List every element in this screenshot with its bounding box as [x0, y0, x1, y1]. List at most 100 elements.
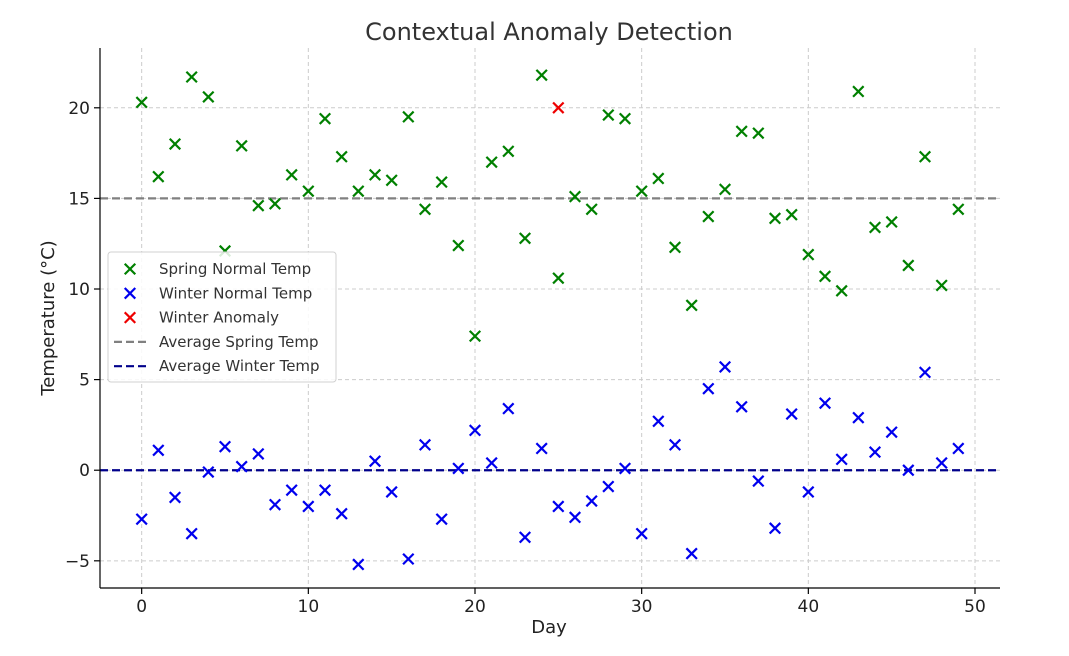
y-tick-label: 20: [68, 99, 90, 119]
point-spring-normal-temp: [552, 272, 565, 285]
point-winter-normal-temp: [418, 438, 432, 451]
x-tick-label: 0: [136, 597, 147, 617]
y-tick-label: −5: [65, 552, 90, 572]
chart-title: Contextual Anomaly Detection: [365, 18, 733, 46]
point-winter-normal-temp: [318, 484, 332, 497]
point-spring-normal-temp: [185, 70, 198, 84]
point-spring-normal-temp: [852, 85, 865, 98]
point-spring-normal-temp: [635, 185, 648, 198]
point-spring-normal-temp: [335, 150, 348, 163]
point-spring-normal-temp: [768, 212, 782, 225]
point-winter-normal-temp: [585, 494, 598, 508]
point-winter-normal-temp: [202, 465, 215, 479]
x-tick-label: 40: [798, 597, 820, 617]
point-spring-normal-temp: [202, 90, 215, 103]
point-spring-normal-temp: [318, 112, 332, 125]
point-winter-normal-temp: [768, 522, 782, 535]
point-winter-normal-temp: [635, 527, 648, 540]
x-tick-label: 30: [631, 597, 653, 617]
y-tick-label: 10: [68, 280, 90, 300]
point-spring-normal-temp: [885, 215, 898, 229]
point-winter-normal-temp: [518, 531, 532, 544]
x-tick-label: 50: [964, 597, 986, 617]
x-tick-label: 10: [298, 597, 320, 617]
point-spring-normal-temp: [268, 197, 282, 210]
point-winter-normal-temp: [368, 455, 382, 468]
point-winter-normal-temp: [452, 462, 465, 475]
point-winter-normal-temp: [685, 547, 698, 560]
point-winter-normal-temp: [218, 440, 232, 453]
point-winter-normal-temp: [468, 424, 482, 437]
legend-label: Average Winter Temp: [159, 357, 320, 375]
point-winter-normal-temp: [135, 513, 148, 526]
point-spring-normal-temp: [685, 299, 698, 312]
legend-item: Spring Normal Temp: [123, 260, 311, 278]
point-spring-normal-temp: [568, 190, 582, 203]
point-winter-normal-temp: [435, 513, 448, 526]
legend-box: [107, 251, 337, 383]
point-spring-normal-temp: [702, 210, 715, 223]
point-winter-normal-temp: [268, 498, 282, 511]
legend-marker: [123, 287, 137, 300]
point-spring-normal-temp: [468, 330, 482, 343]
point-spring-normal-temp: [252, 199, 265, 212]
point-spring-normal-temp: [435, 176, 448, 189]
point-winter-normal-temp: [185, 527, 198, 540]
point-winter-normal-temp: [302, 500, 315, 513]
point-winter-normal-temp: [785, 407, 798, 421]
point-spring-normal-temp: [385, 174, 398, 187]
x-axis-label: Day: [531, 617, 567, 638]
point-winter-normal-temp: [852, 411, 865, 424]
point-winter-normal-temp: [752, 475, 765, 488]
x-tick-label: 20: [464, 597, 486, 617]
y-tick-label: 15: [68, 189, 90, 209]
point-spring-normal-temp: [902, 259, 915, 272]
legend-item: Average Winter Temp: [114, 357, 320, 375]
point-winter-normal-temp: [535, 442, 548, 455]
y-tick-label: 0: [79, 461, 90, 481]
point-spring-normal-temp: [135, 96, 148, 109]
point-winter-normal-temp: [285, 484, 298, 497]
point-spring-normal-temp: [168, 137, 182, 151]
point-spring-normal-temp: [502, 145, 515, 158]
point-winter-normal-temp: [818, 397, 832, 410]
point-spring-normal-temp: [452, 239, 465, 252]
point-winter-normal-temp: [352, 558, 365, 571]
legend: Spring Normal Temp Winter Normal Temp Wint…: [107, 251, 337, 383]
point-spring-normal-temp: [152, 170, 165, 183]
point-winter-normal-temp: [385, 485, 398, 499]
point-spring-normal-temp: [618, 112, 632, 125]
point-spring-normal-temp: [652, 172, 665, 185]
legend-label: Average Spring Temp: [159, 333, 319, 351]
point-winter-normal-temp: [868, 446, 882, 459]
axes: 0 10 20 30 40 50 −5 0 5 10 15 20: [65, 48, 1000, 617]
point-spring-normal-temp: [818, 270, 832, 283]
point-spring-normal-temp: [835, 284, 848, 297]
point-winter-normal-temp: [402, 552, 415, 566]
point-winter-normal-temp: [252, 447, 265, 460]
point-winter-normal-temp: [885, 426, 898, 439]
legend-item: Winter Anomaly: [123, 309, 279, 327]
legend-item: Winter Normal Temp: [123, 284, 312, 302]
point-spring-normal-temp: [352, 185, 365, 198]
point-winter-normal-temp: [668, 438, 682, 451]
point-winter-normal-temp: [935, 456, 948, 470]
point-winter-normal-temp: [802, 485, 815, 499]
point-spring-normal-temp: [668, 241, 682, 254]
point-winter-normal-temp: [335, 507, 348, 520]
point-spring-normal-temp: [602, 108, 615, 122]
point-spring-normal-temp: [535, 69, 548, 82]
point-winter-normal-temp: [952, 442, 965, 455]
legend-item: Average Spring Temp: [114, 333, 319, 351]
point-winter-normal-temp: [235, 460, 248, 473]
point-winter-normal-temp: [152, 444, 165, 457]
point-winter-normal-temp: [502, 402, 515, 415]
point-spring-normal-temp: [485, 156, 498, 169]
point-spring-normal-temp: [785, 208, 798, 221]
point-winter-anomaly: [552, 101, 565, 114]
point-spring-normal-temp: [585, 203, 598, 216]
point-spring-normal-temp: [368, 168, 382, 181]
point-spring-normal-temp: [235, 139, 248, 152]
point-winter-normal-temp: [568, 511, 582, 524]
average-lines: [100, 197, 1000, 472]
